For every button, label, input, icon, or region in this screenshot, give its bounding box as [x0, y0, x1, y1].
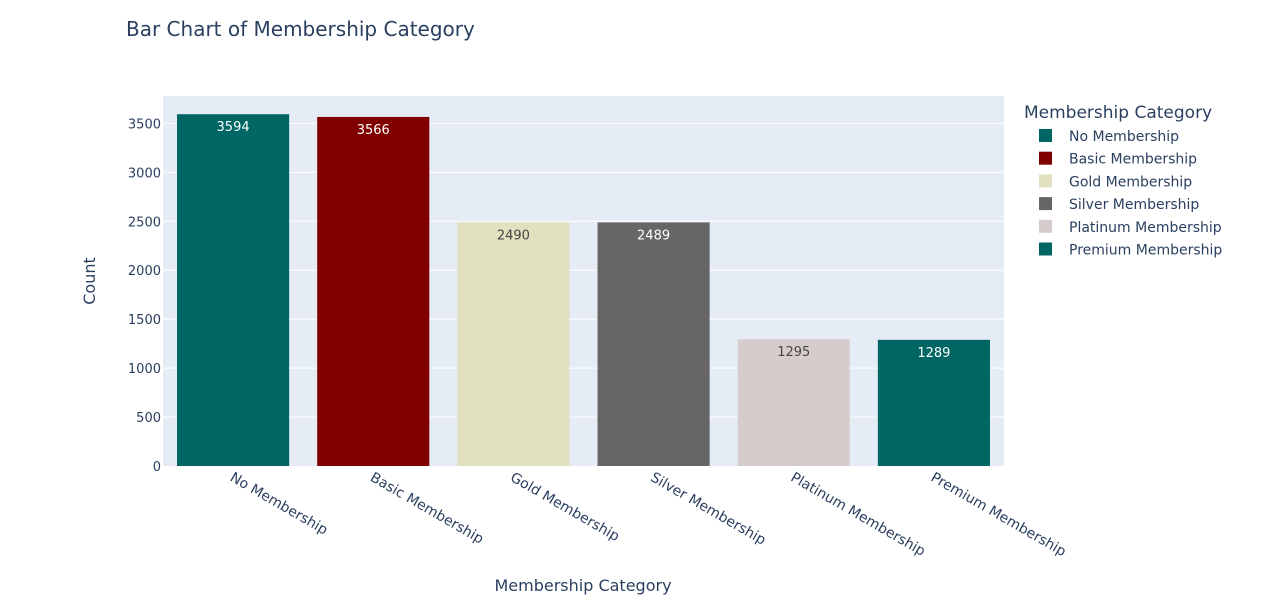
y-tick-label: 0	[153, 460, 161, 475]
legend-swatch	[1039, 219, 1052, 233]
legend-swatch	[1039, 242, 1052, 256]
legend-swatch	[1039, 151, 1052, 165]
legend-swatch	[1039, 129, 1052, 142]
bar	[177, 114, 290, 466]
bar	[457, 222, 570, 466]
x-tick-label: No Membership	[227, 470, 330, 539]
legend-entry: Basic Membership	[1069, 152, 1197, 168]
bar	[317, 116, 430, 467]
bar-data-label: 2490	[497, 228, 530, 243]
x-tick-label: Premium Membership	[928, 470, 1069, 561]
bar-data-label: 1295	[777, 345, 810, 360]
legend-swatch	[1039, 174, 1052, 188]
x-tick-label: Gold Membership	[507, 470, 622, 545]
bar	[877, 339, 990, 466]
y-tick-label: 3500	[128, 117, 161, 132]
bar-data-label: 3566	[357, 123, 390, 138]
y-tick-label: 1500	[128, 313, 161, 328]
y-axis-ticks: 0 500 1000 1500 2000 2500 3000 3500	[128, 117, 161, 475]
bar-data-label: 1289	[917, 346, 950, 361]
bar-data-label: 3594	[217, 120, 250, 135]
legend-title: Membership Category	[1024, 103, 1212, 123]
y-tick-label: 3000	[128, 166, 161, 181]
y-tick-label: 1000	[128, 362, 161, 377]
legend-entry: Premium Membership	[1069, 243, 1222, 259]
y-tick-label: 500	[136, 411, 161, 426]
x-axis-ticks: No Membership Basic Membership Gold Member…	[227, 470, 1069, 561]
bars: 3594 3566 2490 2489 1295 1289	[177, 114, 990, 467]
bar-data-label: 2489	[637, 228, 670, 243]
x-tick-label: Platinum Membership	[788, 470, 928, 560]
y-axis-title: Count	[80, 257, 99, 305]
legend-entry: No Membership	[1069, 129, 1179, 145]
x-tick-label: Basic Membership	[367, 470, 486, 548]
x-axis-title: Membership Category	[494, 576, 671, 595]
bar	[597, 222, 710, 466]
bar	[737, 339, 850, 466]
y-tick-label: 2000	[128, 264, 161, 279]
legend-entry: Platinum Membership	[1069, 220, 1222, 236]
plot-area	[163, 96, 1004, 466]
legend-swatch	[1039, 197, 1052, 211]
legend: Membership Category No Membership Basic M…	[1024, 103, 1222, 259]
legend-entry: Gold Membership	[1069, 174, 1192, 190]
x-tick-label: Silver Membership	[648, 470, 769, 549]
chart-title: Bar Chart of Membership Category	[126, 17, 475, 41]
legend-entry: Silver Membership	[1069, 197, 1199, 213]
y-tick-label: 2500	[128, 215, 161, 230]
gridlines	[163, 122, 1004, 418]
